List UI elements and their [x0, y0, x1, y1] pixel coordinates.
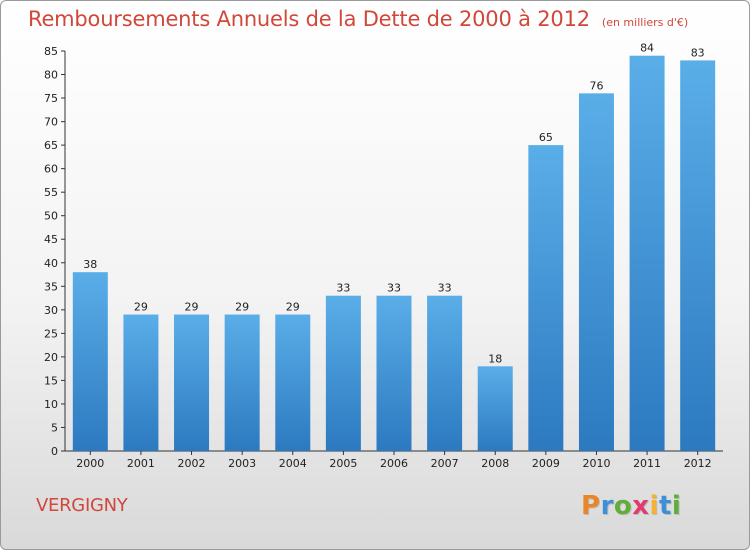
x-tick-label: 2009 [532, 457, 560, 470]
logo-letter: t [658, 491, 672, 521]
bar-2000 [72, 272, 108, 451]
y-tick-label: 5 [51, 421, 58, 434]
chart-unit: (en milliers d'€) [601, 16, 689, 29]
x-tick-label: 2006 [380, 457, 408, 470]
chart-title-text: Remboursements Annuels de la Dette de 20… [28, 7, 590, 31]
bar-2002 [174, 314, 210, 451]
logo-letter: o [613, 491, 633, 521]
y-tick-label: 80 [44, 69, 58, 82]
data-label-2003: 29 [235, 301, 249, 314]
proxiti-logo[interactable]: Proxiti [581, 491, 681, 521]
chart-title: Remboursements Annuels de la Dette de 20… [28, 7, 688, 31]
data-label-2008: 18 [488, 352, 502, 365]
bar-2004 [275, 314, 311, 451]
bar-2001 [123, 314, 159, 451]
x-tick-label: 2000 [76, 457, 104, 470]
data-label-2002: 29 [185, 301, 199, 314]
y-tick-label: 65 [44, 139, 58, 152]
bar-2010 [578, 93, 614, 452]
bar-2007 [427, 295, 463, 451]
bar-2003 [224, 314, 260, 451]
data-label-2005: 33 [336, 282, 350, 295]
logo-letter: x [632, 491, 650, 521]
y-tick-label: 10 [44, 398, 58, 411]
x-tick-label: 2002 [178, 457, 206, 470]
y-tick-label: 45 [44, 233, 58, 246]
x-tick-label: 2003 [228, 457, 256, 470]
x-tick-label: 2001 [127, 457, 155, 470]
y-tick-label: 60 [44, 163, 58, 176]
y-tick-label: 55 [44, 186, 58, 199]
x-tick-label: 2007 [431, 457, 459, 470]
data-label-2001: 29 [134, 301, 148, 314]
y-tick-label: 40 [44, 257, 58, 270]
bar-2008 [477, 366, 513, 451]
logo-letter: i [649, 491, 659, 521]
data-label-2012: 83 [691, 46, 705, 59]
y-tick-label: 0 [51, 445, 58, 458]
place-name: VERGIGNY [36, 495, 128, 516]
x-tick-label: 2005 [329, 457, 357, 470]
bar-2009 [528, 145, 564, 451]
y-tick-label: 85 [44, 45, 58, 58]
bar-2005 [325, 295, 361, 451]
logo-letter: r [600, 491, 614, 521]
x-tick-label: 2008 [481, 457, 509, 470]
y-tick-label: 30 [44, 304, 58, 317]
y-tick-label: 25 [44, 327, 58, 340]
data-label-2009: 65 [539, 131, 553, 144]
data-label-2006: 33 [387, 282, 401, 295]
bars [72, 55, 716, 452]
data-label-2000: 38 [83, 258, 97, 271]
y-tick-label: 15 [44, 374, 58, 387]
bar-2006 [376, 295, 412, 451]
y-tick-label: 20 [44, 351, 58, 364]
axes: 0 5 10 15 20 25 30 35 40 45 50 55 60 65 70 75 80 85 2000 20… [44, 45, 723, 470]
x-tick-label: 2011 [633, 457, 661, 470]
x-tick-label: 2010 [582, 457, 610, 470]
data-labels: 38 29 29 29 29 33 33 33 18 65 76 84 83 [83, 42, 704, 366]
logo-letter: P [581, 491, 601, 521]
data-label-2011: 84 [640, 42, 654, 55]
y-tick-label: 75 [44, 92, 58, 105]
data-label-2007: 33 [438, 282, 452, 295]
x-tick-label: 2012 [684, 457, 712, 470]
y-tick-label: 35 [44, 280, 58, 293]
bar-2011 [629, 55, 665, 452]
x-tick-label: 2004 [279, 457, 307, 470]
logo-letter: i [671, 491, 682, 521]
bar-2012 [680, 60, 716, 451]
y-tick-label: 70 [44, 116, 58, 129]
data-label-2004: 29 [286, 301, 300, 314]
data-label-2010: 76 [589, 79, 603, 92]
y-tick-label: 50 [44, 210, 58, 223]
